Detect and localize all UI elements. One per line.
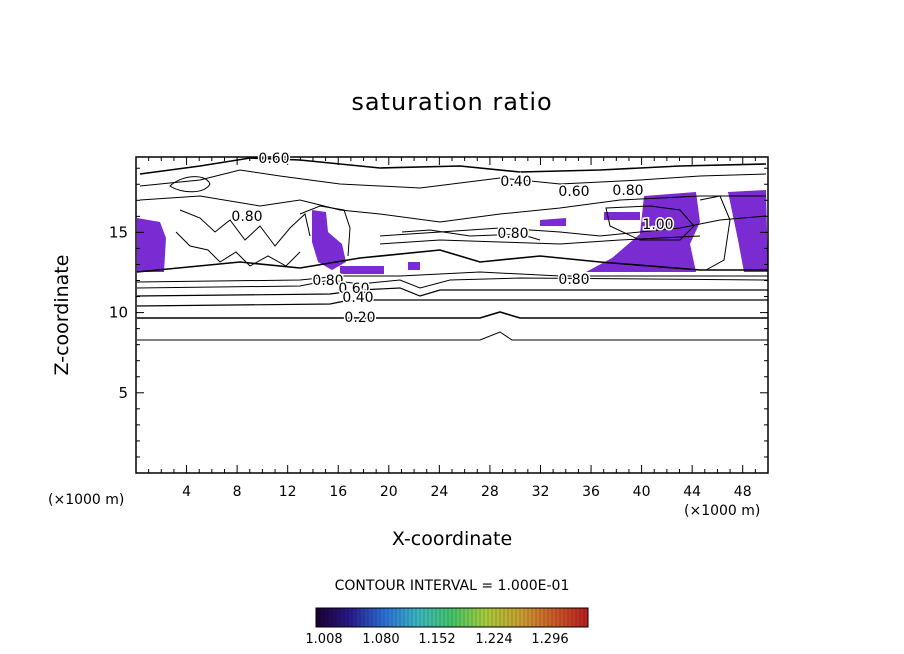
fill-region-small	[408, 262, 420, 270]
x-tick-label: 36	[582, 484, 600, 500]
x-tick-label: 16	[329, 484, 347, 500]
contour-line	[179, 209, 311, 247]
fill-region-center	[312, 210, 346, 270]
x-tick-label: 4	[182, 484, 191, 500]
colorbar-tick-label: 1.224	[475, 632, 513, 647]
contour-label: 0.20	[344, 310, 375, 326]
contour-label: 0.80	[497, 226, 528, 242]
fill-region-left	[137, 218, 166, 272]
contour-label: 0.80	[558, 272, 589, 288]
chart-title: saturation ratio	[351, 88, 553, 116]
x-tick-label: 20	[380, 484, 398, 500]
x-axis-label: X-coordinate	[391, 528, 513, 550]
contour-line	[379, 215, 767, 237]
contour-line	[605, 205, 695, 241]
contour-label: 0.80	[612, 183, 643, 199]
x-tick-label: 32	[532, 484, 550, 500]
fill-region-far-right	[728, 190, 768, 272]
contour-label: 1.00	[642, 217, 673, 233]
colorbar-tick-label: 1.008	[305, 632, 343, 647]
y-tick-label: 5	[118, 384, 128, 402]
y-tick-label: 15	[109, 223, 128, 241]
contour-label: 0.40	[500, 174, 531, 190]
x-tick-label: 8	[233, 484, 242, 500]
x-tick-label: 44	[683, 484, 701, 500]
colorbar-tick-label: 1.080	[362, 632, 400, 647]
contour-line	[139, 195, 766, 223]
contour-line	[379, 235, 701, 245]
contour-line	[175, 231, 301, 267]
contour-labels: 0.600.400.60 0.801.000.800.800.800.600.40…	[230, 150, 675, 328]
colorbar-tick-label: 1.296	[531, 632, 569, 647]
colorbar	[315, 607, 589, 628]
contour-line	[136, 277, 769, 289]
fill-region-patch2	[604, 212, 640, 220]
contour-line	[137, 311, 768, 319]
contour-label: 0.80	[231, 209, 262, 225]
colorbar-gradient	[315, 607, 589, 628]
contour-line	[299, 205, 351, 257]
x-unit-note-left: (×1000 m)	[48, 492, 125, 508]
contour-line	[139, 169, 767, 189]
contour-line	[699, 195, 731, 271]
x-tick-label: 28	[481, 484, 499, 500]
contour-line	[401, 229, 541, 241]
x-tick-label: 24	[430, 484, 448, 500]
contour-label: 0.60	[258, 151, 289, 167]
contour-line	[137, 331, 768, 341]
contour-line	[136, 271, 768, 283]
y-tick-label: 10	[109, 304, 128, 322]
fill-region-center-base	[340, 266, 384, 274]
contour-label: 0.40	[342, 290, 373, 306]
contour-lines	[136, 157, 769, 341]
contour-line	[136, 287, 768, 297]
x-tick-label: 40	[633, 484, 651, 500]
contour-line	[136, 249, 768, 273]
contour-label: 0.60	[338, 281, 369, 297]
contour-line	[136, 299, 768, 307]
contour-interval-text: CONTOUR INTERVAL = 1.000E-01	[334, 578, 570, 594]
x-tick-label: 48	[734, 484, 752, 500]
contour-line	[169, 176, 211, 193]
contour-line	[139, 157, 767, 175]
colorbar-tick-label: 1.152	[418, 632, 456, 647]
contour-label: 0.80	[312, 273, 343, 289]
fill-region-patch	[540, 218, 566, 226]
x-unit-note-right: (×1000 m)	[684, 503, 761, 519]
x-tick-label: 12	[279, 484, 297, 500]
contour-label: 0.60	[558, 184, 589, 200]
